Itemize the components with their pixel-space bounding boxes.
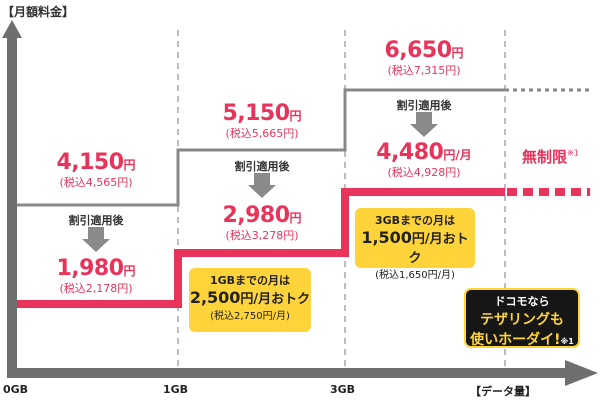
y-axis-arrow — [2, 20, 22, 38]
discount-price-3gb-plus: 4,480円/月 (税込4,928円) — [376, 140, 472, 180]
unlimited-label: 無制限※1 — [522, 148, 579, 166]
x-tick-0gb: 0GB — [3, 383, 29, 396]
savings-callout-1gb: 1GBまでの月は 2,500円/月おトク (税込2,750円/月) — [189, 268, 311, 332]
y-axis — [7, 36, 17, 378]
discount-price-line — [17, 188, 505, 308]
regular-price-0-1gb: 4,150円 (税込4,565円) — [56, 150, 136, 190]
regular-price-line — [17, 88, 505, 207]
x-axis-arrow — [565, 360, 598, 386]
regular-price-1-3gb: 5,150円 (税込5,665円) — [222, 101, 302, 141]
x-tick-1gb: 1GB — [163, 383, 189, 396]
regular-price-3gb-plus: 6,650円 (税込7,315円) — [384, 38, 464, 78]
discount-label-1-3gb: 割引適用後 — [234, 160, 290, 173]
savings-callout-3gb: 3GBまでの月は 1,500円/月おトク (税込1,650円/月) — [355, 208, 475, 281]
tethering-badge: ドコモなら テザリングも 使いホーダイ!※1 — [464, 288, 580, 348]
discount-arrow-0-1gb — [82, 227, 110, 252]
x-axis — [7, 368, 567, 378]
discount-label-0-1gb: 割引適用後 — [68, 214, 124, 227]
x-tick-3gb: 3GB — [330, 383, 356, 396]
discount-arrow-3gb-plus — [410, 112, 438, 137]
discount-price-0-1gb: 1,980円 (税込2,178円) — [56, 256, 136, 296]
discount-price-1-3gb: 2,980円 (税込3,278円) — [222, 203, 302, 243]
discount-label-3gb-plus: 割引適用後 — [396, 99, 452, 112]
y-axis-label: 【月額料金】 — [2, 5, 75, 19]
x-axis-label: 【データ量】 — [470, 385, 536, 398]
discount-arrow-1-3gb — [248, 173, 276, 198]
